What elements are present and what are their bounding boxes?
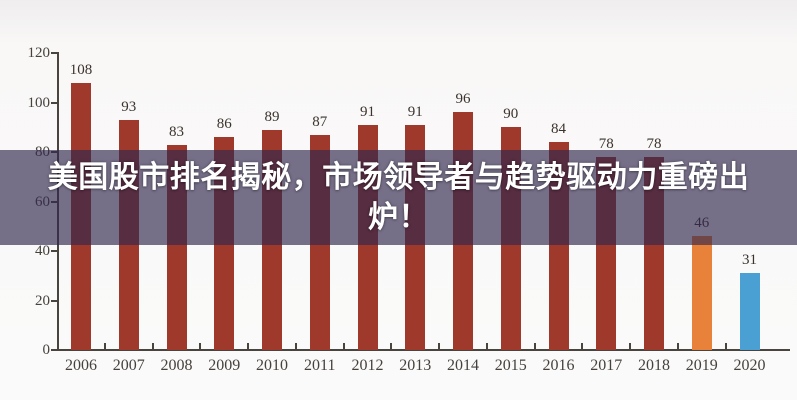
x-tick-label-2007: 2007 [112,357,145,374]
x-axis-tick [390,343,393,349]
x-axis-tick [103,343,106,349]
x-axis-tick [247,343,250,349]
bar-2020 [739,273,760,350]
bar-value-label-2017: 78 [598,135,614,152]
bar-value-label-2013: 91 [407,103,423,120]
x-axis-tick [629,343,632,349]
bar-value-label-2008: 83 [169,123,184,140]
bar-2019 [691,236,712,350]
y-axis-tick [51,349,57,351]
x-tick-label-2009: 2009 [208,357,241,374]
y-tick-label: 120 [27,45,51,61]
x-tick-label-2014: 2014 [447,357,479,374]
x-axis-tick [151,343,154,349]
x-axis-tick [485,343,488,349]
y-axis-tick [51,52,57,54]
bar-value-label-2012: 91 [360,103,375,120]
x-tick-label-2020: 2020 [733,357,766,374]
x-tick-label-2018: 2018 [638,357,670,374]
x-axis-tick [533,343,536,349]
headline-band: 美国股市排名揭秘，市场领导者与趋势驱动力重磅出 炉！ [0,150,797,245]
bar-value-label-2009: 86 [216,116,232,133]
bar-value-label-2018: 78 [646,135,662,152]
bar-value-label-2020: 31 [742,252,757,269]
x-tick-label-2008: 2008 [160,357,193,374]
x-tick-label-2013: 2013 [399,357,432,374]
x-axis-tick [438,343,441,349]
bar-value-label-2011: 87 [312,113,328,130]
y-axis-tick [51,299,57,302]
y-tick-label: 40 [35,243,50,259]
y-tick-label: 100 [27,94,51,111]
y-axis-tick [51,250,57,252]
headline-line1: 美国股市排名揭秘，市场领导者与趋势驱动力重磅出 [47,160,750,194]
bar-value-label-2015: 90 [503,106,519,123]
x-tick-label-2010: 2010 [256,357,288,374]
x-tick-label-2015: 2015 [494,357,527,374]
x-tick-label-2016: 2016 [542,357,575,374]
x-axis-tick [342,343,345,349]
bar-value-label-2010: 89 [264,108,280,125]
x-tick-label-2019: 2019 [685,357,718,374]
x-tick-label-2012: 2012 [351,357,384,374]
x-axis [57,349,790,351]
bar-value-label-2016: 84 [551,121,566,138]
headline-line2: 炉！ [368,200,429,234]
bar-value-label-2007: 93 [121,98,137,115]
x-tick-label-2017: 2017 [590,357,623,374]
x-axis-tick [724,343,727,349]
y-tick-label: 0 [42,342,51,358]
x-tick-label-2011: 2011 [304,357,336,374]
y-tick-label: 20 [35,292,50,309]
x-axis-tick [581,343,584,349]
x-axis-tick [676,343,679,349]
bar-value-label-2014: 96 [455,91,471,108]
x-tick-label-2006: 2006 [65,357,97,374]
x-axis-tick [294,343,297,349]
y-axis-tick [51,101,57,104]
bar-value-label-2006: 108 [69,61,93,78]
x-axis-tick [199,343,202,349]
